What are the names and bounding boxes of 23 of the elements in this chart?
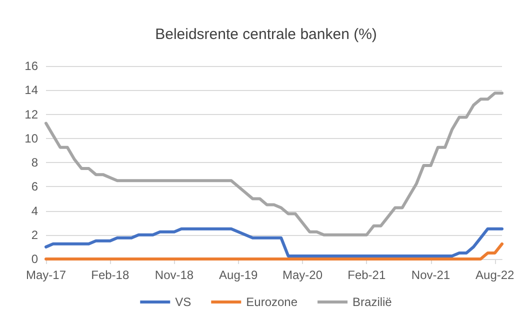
x-tick-label: Nov-18 <box>154 268 194 282</box>
y-tick-label: 14 <box>24 83 38 98</box>
y-tick-label: 4 <box>31 204 38 218</box>
y-tick-label: 6 <box>31 180 38 194</box>
x-tick-label: Nov-21 <box>411 268 450 282</box>
line-series <box>44 227 504 258</box>
y-tick-label: 2 <box>31 228 38 242</box>
y-tick-label: 10 <box>24 131 38 146</box>
chart-title: Beleidsrente centrale banken (%) <box>155 26 377 43</box>
x-tick-label: Feb-18 <box>91 268 130 282</box>
legend-label: VS <box>175 295 192 309</box>
x-tick-label: May-17 <box>26 268 66 282</box>
legend-label: Brazilië <box>352 295 392 309</box>
x-tick-label: Aug-22 <box>476 268 515 282</box>
y-tick-label: 8 <box>31 156 38 170</box>
y-tick-label: 12 <box>24 107 38 122</box>
line-series <box>44 92 504 236</box>
legend-label: Eurozone <box>246 295 298 309</box>
y-tick-label: 0 <box>31 252 38 266</box>
y-tick-label: 16 <box>24 59 38 73</box>
x-tick-label: May-20 <box>282 268 323 282</box>
x-tick-label: Aug-19 <box>219 268 258 282</box>
x-tick-label: Feb-21 <box>348 268 386 282</box>
